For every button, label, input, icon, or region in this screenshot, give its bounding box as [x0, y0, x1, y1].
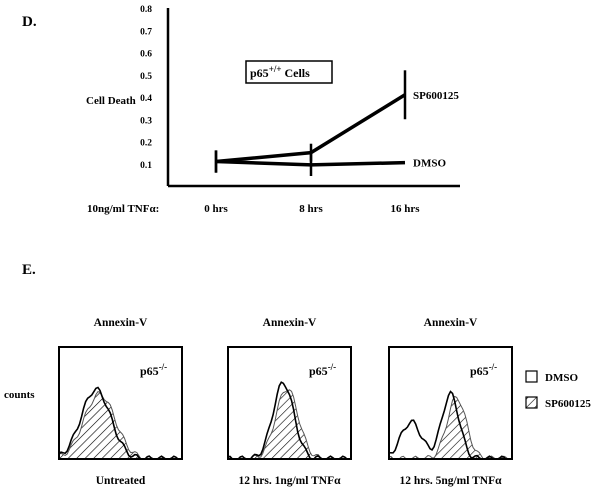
- y-tick-label: 0.3: [140, 116, 152, 126]
- panel-caption: 12 hrs. 5ng/ml TNFα: [399, 475, 502, 487]
- histogram-panel-1: Annexin-V p65-/- Untreated: [58, 317, 183, 487]
- x-axis-prefix-label: 10ng/ml TNFα:: [87, 203, 159, 215]
- x-tick-label: 16 hrs: [390, 203, 420, 215]
- sp600125-histogram: [58, 391, 182, 460]
- annotation-rest: Cells: [281, 66, 310, 80]
- y-tick-label: 0.5: [140, 72, 152, 82]
- y-tick-label: 0.1: [140, 161, 152, 171]
- histogram-frame: [388, 346, 513, 460]
- histogram-panel-2: Annexin-V p65-/- 12 hrs. 1ng/ml TNFα: [227, 317, 352, 487]
- histogram-frame: [58, 346, 183, 460]
- svg-text:p65+/+ Cells: p65+/+ Cells: [250, 64, 310, 80]
- y-tick-label: 0.7: [140, 27, 152, 37]
- annotation-sup: +/+: [269, 64, 282, 74]
- panel-d-label: D.: [22, 14, 37, 30]
- sp600125-histogram: [227, 389, 351, 460]
- panel-caption: 12 hrs. 1ng/ml TNFα: [238, 475, 341, 487]
- y-tick-label: 0.6: [140, 50, 152, 60]
- series-label-sp600125: SP600125: [413, 90, 459, 102]
- panel-title: Annexin-V: [424, 317, 478, 329]
- legend-label-sp600125: SP600125: [545, 398, 591, 410]
- counts-label: counts: [4, 389, 35, 401]
- panel-caption: Untreated: [96, 475, 146, 487]
- x-tick-label: 8 hrs: [299, 203, 323, 215]
- y-axis-label: Cell Death: [86, 95, 136, 107]
- panel-e-label: E.: [22, 262, 36, 278]
- legend-swatch-sp600125: [525, 396, 538, 409]
- panel-title: Annexin-V: [263, 317, 317, 329]
- legend-swatch-dmso: [525, 370, 538, 383]
- y-tick-label: 0.2: [140, 139, 152, 149]
- annexin-histograms: Annexin-V p65-/- Untreated Annexin-V p65-/- 1…: [58, 317, 513, 487]
- genotype-label: p65-/-: [309, 362, 336, 378]
- y-tick-label: 0.8: [140, 5, 152, 15]
- x-tick-label: 0 hrs: [204, 203, 228, 215]
- genotype-label: p65-/-: [140, 362, 167, 378]
- legend-label-dmso: DMSO: [545, 372, 578, 384]
- panel-title: Annexin-V: [94, 317, 148, 329]
- cell-death-line-chart: 0.1 0.2 0.3 0.4 0.5 0.6 0.7 0.8 Cell Death p65+…: [86, 5, 460, 215]
- annotation-base: p65: [250, 66, 269, 80]
- dmso-histogram: [58, 386, 182, 460]
- dmso-histogram: [388, 390, 513, 460]
- series-label-dmso: DMSO: [413, 158, 446, 170]
- y-tick-label: 0.4: [140, 94, 152, 104]
- legend: DMSO SP600125: [525, 370, 591, 410]
- histogram-panel-3: Annexin-V p65-/- 12 hrs. 5ng/ml TNFα: [388, 317, 513, 487]
- annotation-box: p65+/+ Cells: [245, 60, 333, 84]
- histogram-frame: [227, 346, 352, 460]
- genotype-label: p65-/-: [470, 362, 497, 378]
